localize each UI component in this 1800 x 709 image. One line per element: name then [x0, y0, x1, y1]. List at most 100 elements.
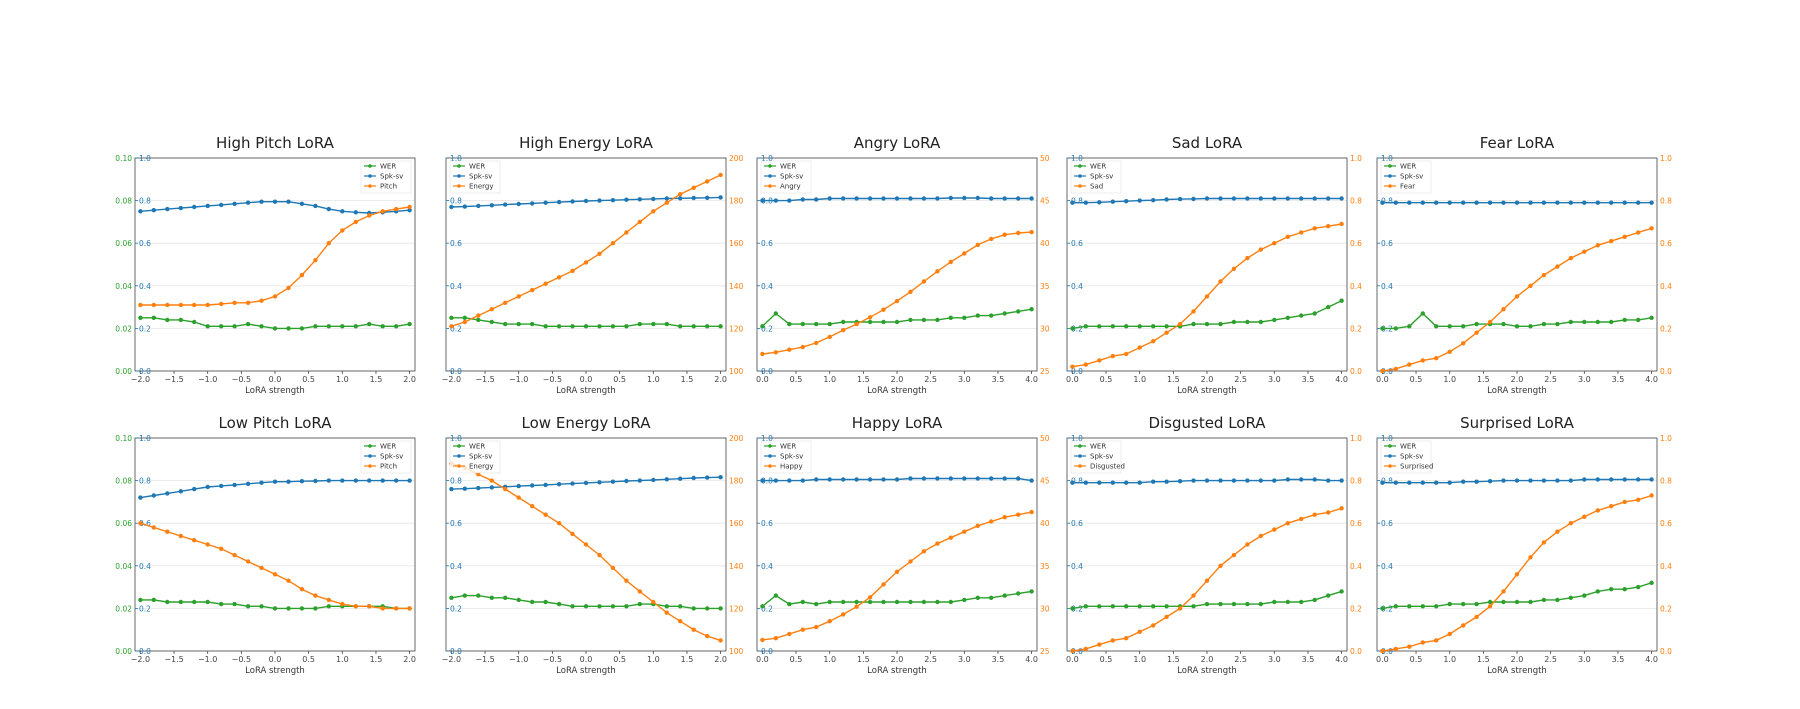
wer-point	[165, 599, 170, 605]
spk-point	[1258, 478, 1264, 483]
spk-tick-label: 0.6	[1071, 239, 1083, 248]
legend-marker	[457, 464, 461, 468]
x-tick-label: 2.0	[714, 655, 727, 664]
wer-point	[503, 321, 508, 327]
wer-point	[1568, 319, 1574, 325]
wer-point	[1474, 321, 1479, 327]
wer-point	[948, 599, 953, 605]
attr-point	[340, 228, 345, 233]
attr-point	[1474, 330, 1479, 335]
attr-point	[1299, 230, 1304, 235]
wer-point	[1541, 321, 1547, 327]
wer-point	[1016, 309, 1021, 314]
x-tick-label: 2.0	[891, 655, 904, 664]
chart-panel: Low Pitch LoRA −2.0 −1.5 −1.0 −0.5 0.0 0.5 1.0 1…	[115, 414, 416, 676]
spk-point	[908, 196, 913, 201]
spk-tick-label: 1.0	[1071, 154, 1083, 163]
attr-point	[1582, 249, 1587, 254]
legend-marker	[1078, 164, 1082, 168]
attr-point	[624, 578, 629, 583]
spk-point	[1541, 200, 1547, 205]
spk-point	[773, 198, 778, 203]
attr-point	[192, 302, 197, 308]
spk-point	[1609, 477, 1614, 482]
attr-point	[286, 285, 291, 291]
spk-point	[543, 482, 548, 488]
spk-point	[1649, 477, 1654, 482]
spk-tick-label: 0.8	[450, 197, 462, 206]
chart-title: Angry LoRA	[854, 134, 941, 152]
chart-panel: Angry LoRA 0.0 0.5 1.0 1.5 2.0 2.5 3.0 3.5 4.0 LoR…	[756, 134, 1050, 396]
spk-point	[1245, 196, 1250, 201]
attr-point	[138, 521, 143, 526]
wer-point	[1609, 587, 1614, 592]
spk-point	[1474, 200, 1479, 205]
attr-point	[610, 241, 616, 246]
attr-point	[299, 272, 305, 278]
wer-point	[313, 606, 318, 611]
x-tick-label: −1.0	[509, 375, 528, 384]
attr-point	[530, 287, 535, 293]
attr-point	[299, 587, 305, 592]
spk-point	[1474, 479, 1479, 484]
wer-point	[894, 319, 900, 325]
x-tick-label: 1.5	[857, 375, 870, 384]
attr-tick-label: 0.6	[1350, 519, 1362, 528]
attr-point	[664, 200, 669, 205]
attr-point	[841, 612, 846, 617]
spk-point	[787, 198, 792, 203]
spk-tick-label: 0.8	[139, 477, 151, 486]
attr-point	[637, 219, 642, 225]
chart-panel: Surprised LoRA 0.0 0.5 1.0 1.5 2.0 2.5 3.0 3.5 4.…	[1376, 414, 1672, 676]
spk-point	[664, 477, 669, 482]
spk-point	[1501, 200, 1506, 205]
wer-point	[651, 321, 656, 327]
x-tick-label: 2.5	[1234, 375, 1247, 384]
spk-tick-label: 0.0	[450, 647, 462, 656]
legend-marker	[368, 454, 372, 458]
wer-point	[407, 321, 412, 327]
spk-point	[1461, 479, 1466, 484]
wer-point	[1595, 319, 1601, 325]
spk-tick-label: 0.6	[450, 519, 462, 528]
x-tick-label: −1.5	[475, 375, 494, 384]
spk-tick-label: 1.0	[450, 434, 462, 443]
attr-point	[1339, 221, 1344, 227]
wer-point	[299, 326, 305, 331]
attr-point	[272, 572, 278, 577]
attr-tick-label: 100	[729, 647, 744, 656]
wer-point	[259, 324, 264, 329]
attr-point	[1528, 283, 1533, 288]
wer-point	[570, 604, 575, 609]
wer-point	[1420, 311, 1426, 316]
spk-point	[1110, 480, 1116, 485]
spk-tick-label: 0.4	[1071, 282, 1083, 291]
attr-point	[449, 324, 454, 329]
spk-point	[1137, 198, 1142, 203]
chart-title: High Energy LoRA	[519, 134, 654, 152]
legend-marker	[368, 184, 372, 188]
attr-point	[516, 294, 521, 299]
attr-series-line	[140, 206, 410, 306]
attr-point	[597, 251, 602, 256]
attr-point	[1420, 358, 1426, 363]
attr-point	[394, 206, 399, 212]
chart-panel: High Energy LoRA −2.0 −1.5 −1.0 −0.5 0.0 0.5 1.…	[442, 134, 744, 396]
wer-point	[583, 604, 589, 609]
wer-point	[232, 324, 237, 329]
attr-point	[1258, 247, 1264, 252]
attr-tick-label: 160	[729, 239, 744, 248]
wer-point	[516, 597, 521, 603]
spk-point	[841, 196, 846, 201]
x-tick-label: 0.5	[613, 375, 626, 384]
wer-point	[1151, 604, 1156, 609]
attr-point	[1231, 552, 1237, 558]
spk-point	[610, 198, 616, 203]
x-tick-label: 0.0	[756, 655, 769, 664]
legend-marker	[1388, 174, 1392, 178]
spk-tick-label: 0.6	[1381, 519, 1393, 528]
attr-point	[1434, 638, 1439, 643]
attr-point	[691, 185, 696, 190]
x-tick-label: −0.5	[232, 655, 251, 664]
legend-label: WER	[469, 443, 485, 451]
